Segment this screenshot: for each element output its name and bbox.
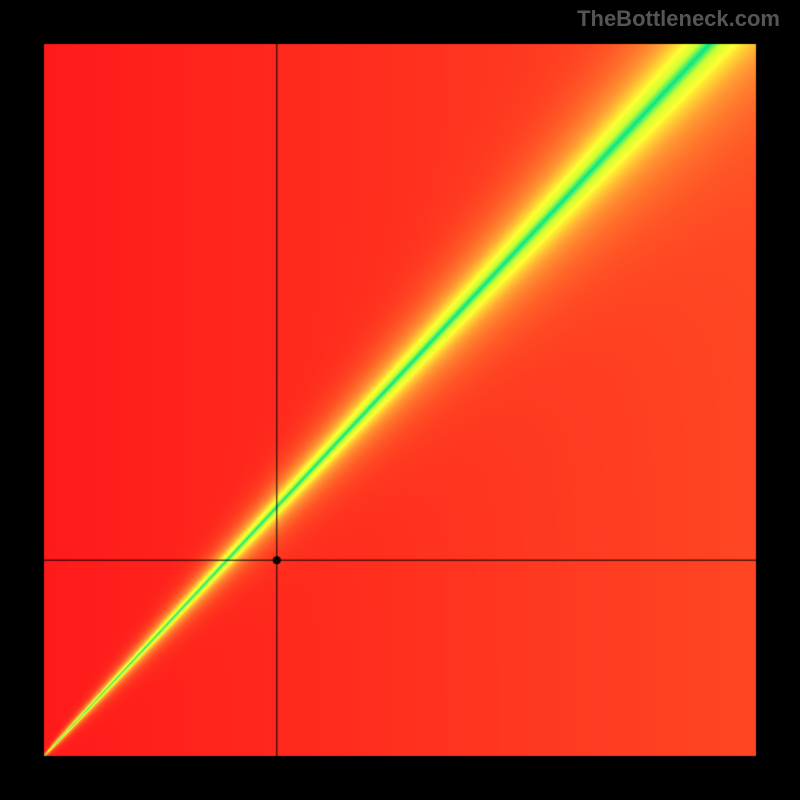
bottleneck-heatmap [0,0,800,800]
watermark: TheBottleneck.com [577,6,780,32]
chart-container: TheBottleneck.com [0,0,800,800]
